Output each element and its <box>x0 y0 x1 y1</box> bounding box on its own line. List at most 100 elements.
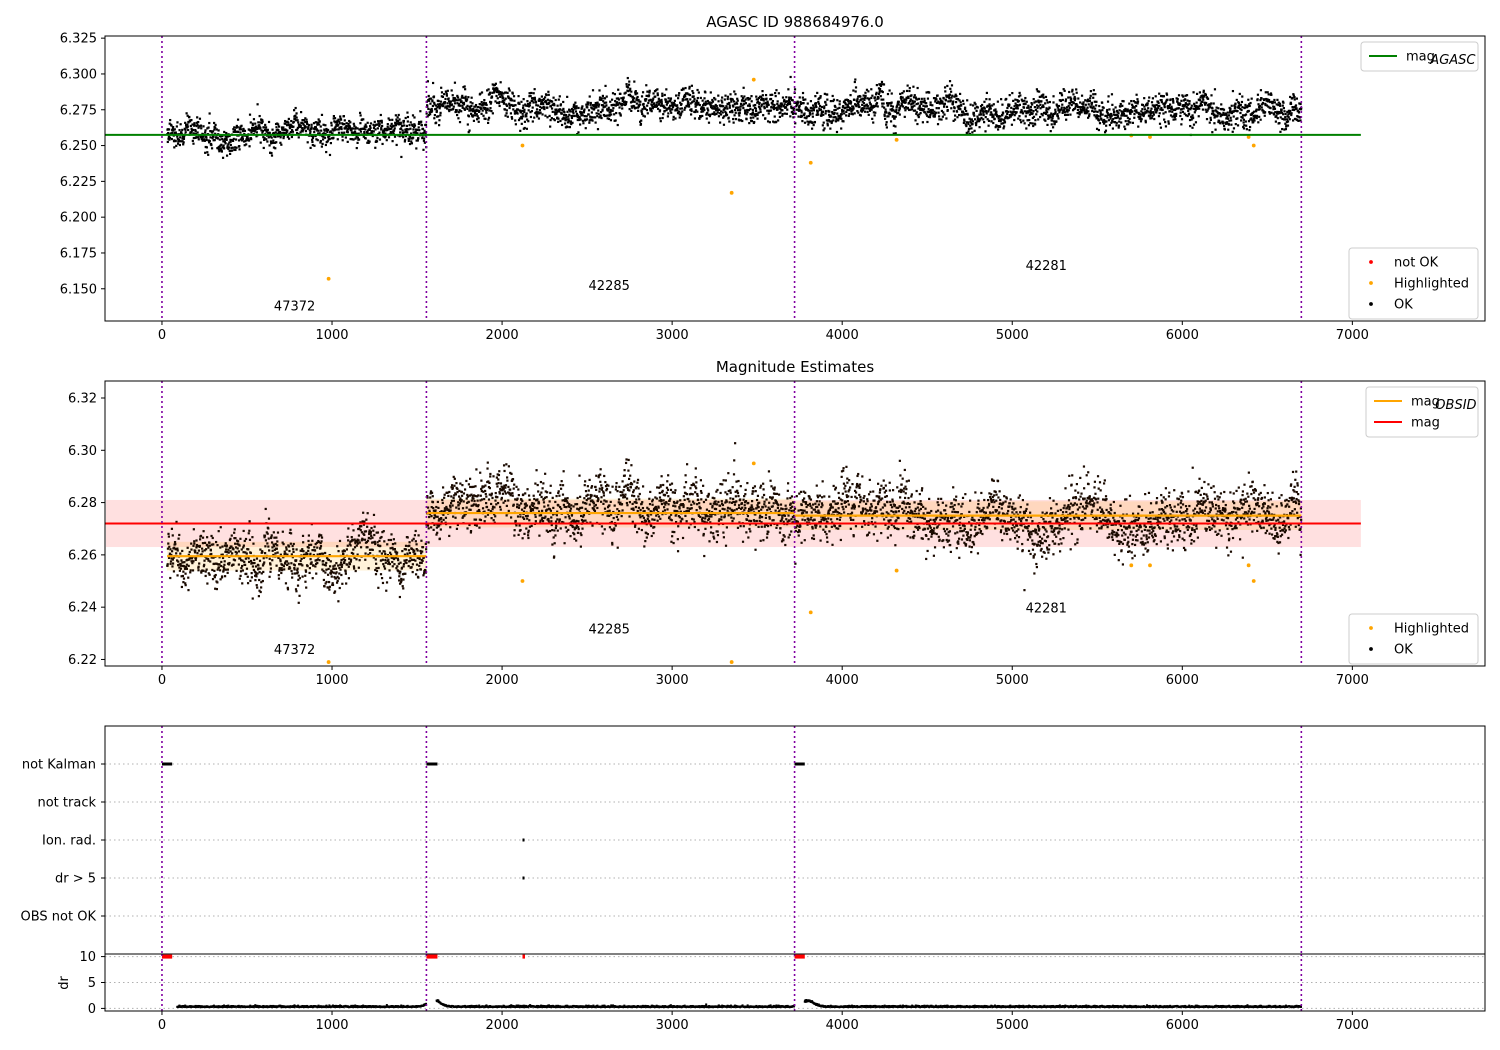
ok-point <box>412 128 415 131</box>
ok-point <box>543 107 546 111</box>
ok-point <box>346 131 349 134</box>
ok-point <box>258 589 261 592</box>
ok-point <box>387 117 390 120</box>
ok-point <box>613 113 616 116</box>
ok-point <box>438 124 441 127</box>
ok-point <box>849 102 852 105</box>
ok-point <box>203 559 206 562</box>
ok-point <box>378 131 381 134</box>
ok-point <box>343 123 346 126</box>
ok-point <box>1094 93 1097 96</box>
ok-point <box>1299 119 1302 122</box>
ok-point <box>322 123 325 126</box>
ok-point <box>257 564 260 567</box>
ok-point <box>500 93 503 96</box>
ok-point <box>534 111 537 115</box>
ok-point <box>248 520 251 523</box>
ok-point <box>348 563 352 566</box>
y-tick-label: 6.300 <box>60 67 97 82</box>
ok-point <box>452 107 455 110</box>
ok-point <box>273 548 276 551</box>
ok-point <box>823 127 826 130</box>
ok-point <box>918 113 921 116</box>
ok-point <box>363 538 367 541</box>
ok-point <box>324 564 327 567</box>
ok-point <box>201 550 204 553</box>
ok-point <box>1180 108 1183 111</box>
ok-point <box>212 135 215 138</box>
ok-point <box>1069 96 1072 99</box>
ok-point <box>919 111 922 115</box>
ok-point <box>274 131 277 134</box>
ok-point <box>170 527 174 530</box>
ok-point <box>969 124 972 127</box>
ok-point <box>206 557 210 561</box>
ok-point <box>1158 104 1161 108</box>
ok-point <box>266 532 269 535</box>
ok-point <box>683 93 686 97</box>
ok-point <box>177 564 180 567</box>
ok-point <box>281 530 284 533</box>
ok-point <box>304 125 307 129</box>
ok-point <box>565 118 569 121</box>
ok-point <box>412 131 415 134</box>
ok-point <box>971 104 975 107</box>
ok-point <box>556 110 559 113</box>
ok-point <box>984 130 987 133</box>
ok-point <box>632 98 635 101</box>
ok-point <box>504 97 507 100</box>
ok-point <box>175 520 178 524</box>
ok-point <box>861 100 864 103</box>
ok-point <box>461 106 464 109</box>
ok-point <box>385 139 388 142</box>
ok-point <box>417 137 420 140</box>
ok-point <box>305 118 308 121</box>
ok-point <box>364 558 367 561</box>
ok-point <box>258 559 262 562</box>
ok-point <box>1082 101 1085 104</box>
ok-point <box>1071 90 1074 93</box>
ok-point <box>1090 103 1093 106</box>
ok-point <box>766 109 769 112</box>
ok-point <box>1096 115 1100 118</box>
ok-point <box>641 108 644 111</box>
ok-point <box>508 89 511 92</box>
ok-point <box>833 109 836 112</box>
ok-point <box>797 109 800 112</box>
ok-point <box>503 99 506 102</box>
ok-point <box>292 550 295 554</box>
ok-point <box>208 121 211 125</box>
ok-point <box>1031 103 1034 106</box>
ok-point <box>612 107 615 110</box>
ok-point <box>194 556 198 559</box>
ok-point <box>916 114 919 117</box>
ok-point <box>734 93 737 96</box>
ok-point <box>618 101 621 104</box>
ok-point <box>455 110 458 113</box>
ok-point <box>749 113 752 116</box>
ok-point <box>1200 95 1203 98</box>
ok-point <box>352 548 355 551</box>
ok-point <box>948 93 951 96</box>
ok-point <box>256 103 259 106</box>
ok-point <box>279 136 282 139</box>
ok-point <box>393 127 396 130</box>
ok-point <box>877 97 880 100</box>
ok-point <box>1061 98 1064 102</box>
ok-point <box>901 91 904 95</box>
ok-point <box>866 97 869 100</box>
ok-point <box>176 559 179 562</box>
ok-point <box>306 141 309 144</box>
ok-point <box>680 102 683 106</box>
ok-point <box>676 104 679 107</box>
ok-point <box>208 544 212 547</box>
ok-point <box>416 128 419 131</box>
ok-point <box>644 107 647 110</box>
ok-point <box>200 135 203 138</box>
ok-point <box>293 109 296 112</box>
ok-point <box>681 110 684 113</box>
ok-point <box>1225 114 1228 117</box>
ok-point <box>533 88 536 91</box>
ok-point <box>1064 107 1067 110</box>
ok-point <box>1251 119 1254 122</box>
